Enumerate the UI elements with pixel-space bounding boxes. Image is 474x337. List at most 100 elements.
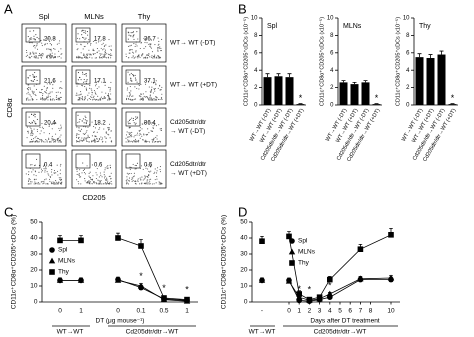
cell-dot (152, 99, 154, 101)
cell-dot (50, 183, 53, 185)
cell-dot (110, 180, 112, 183)
x-tick-label: - (261, 308, 263, 315)
row-label: → WT (+DT) (170, 170, 207, 177)
cell-dot (85, 37, 87, 39)
cell-dot (85, 182, 87, 184)
cell-dot (33, 174, 35, 176)
cell-dot (88, 53, 90, 55)
marker (78, 237, 84, 244)
cell-dot (93, 131, 95, 133)
cell-dot (79, 56, 81, 58)
significance: * (185, 285, 189, 295)
cell-dot (25, 173, 27, 175)
cell-dot (149, 56, 151, 58)
cell-dot (98, 137, 100, 140)
cell-dot (129, 52, 131, 54)
cell-dot (89, 44, 92, 46)
cell-dot (31, 132, 33, 134)
flow-plot-frame (121, 23, 167, 63)
cell-dot (129, 45, 131, 47)
cell-dot (30, 134, 32, 136)
cell-dot (130, 72, 132, 74)
cell-dot (29, 164, 32, 166)
cell-dot (31, 134, 33, 136)
cell-dot (144, 41, 146, 44)
cell-dot (108, 128, 110, 130)
cell-dot (83, 46, 85, 48)
cell-dot (142, 93, 144, 95)
error-bar (276, 73, 281, 77)
cell-dot (136, 45, 138, 47)
cell-dot (58, 181, 60, 183)
cell-dot (148, 173, 150, 176)
cell-dot (141, 182, 143, 184)
cell-dot (106, 179, 108, 181)
cell-dot (41, 140, 43, 142)
cell-dot (90, 43, 92, 45)
cell-dot (91, 164, 93, 166)
cell-dot (41, 54, 43, 56)
cell-dot (99, 40, 101, 42)
cell-dot (41, 170, 43, 172)
cell-dot (144, 177, 146, 179)
cell-dot (142, 98, 144, 100)
cell-dot (142, 97, 144, 99)
cell-dot (60, 48, 62, 50)
cell-dot (157, 47, 159, 49)
cell-dot (30, 133, 32, 135)
cell-dot (32, 91, 34, 93)
cell-dot (80, 139, 82, 141)
cell-dot (58, 127, 60, 129)
cell-dot (150, 91, 152, 93)
cell-dot (160, 182, 162, 184)
cell-dot (46, 97, 48, 99)
cell-dot (88, 92, 90, 94)
cell-dot (125, 134, 128, 136)
cell-dot (109, 88, 111, 91)
cell-dot (130, 35, 132, 37)
cell-dot (147, 128, 149, 130)
cell-dot (91, 96, 93, 98)
cell-dot (159, 140, 161, 142)
cell-dot (49, 91, 51, 93)
y-axis-label: CD11c⁺CD8α⁺CD205⁺cDCs (%) (11, 215, 18, 309)
cell-dot (79, 139, 81, 141)
bar (263, 77, 272, 105)
cell-dot (82, 140, 84, 142)
cell-dot (81, 29, 83, 31)
cell-dot (82, 118, 84, 120)
cell-dot (147, 54, 149, 56)
cell-dot (35, 55, 37, 57)
cell-dot (109, 55, 112, 57)
cell-dot (111, 141, 113, 143)
cell-dot (134, 118, 137, 120)
cell-dot (134, 134, 136, 136)
y-tick-label: 8 (330, 33, 334, 39)
cell-dot (153, 98, 155, 100)
cell-dot (148, 97, 150, 99)
cell-dot (133, 34, 135, 36)
cell-dot (140, 41, 142, 43)
cell-dot (84, 119, 86, 121)
cell-dot (136, 134, 138, 136)
cell-dot (104, 175, 106, 177)
cell-dot (132, 163, 134, 165)
cell-dot (155, 96, 157, 98)
cell-dot (144, 175, 146, 177)
cell-dot (76, 140, 79, 143)
cell-dot (150, 97, 152, 99)
cell-dot (36, 182, 38, 184)
cell-dot (35, 141, 37, 143)
cell-dot (145, 96, 147, 98)
cell-dot (98, 180, 100, 182)
cell-dot (78, 97, 80, 99)
cell-dot (104, 183, 106, 185)
cell-dot (96, 47, 98, 50)
cell-dot (95, 57, 98, 59)
cell-dot (26, 93, 28, 95)
cell-dot (88, 180, 90, 182)
cell-dot (41, 126, 43, 128)
cell-dot (83, 78, 85, 81)
cell-dot (146, 179, 148, 181)
